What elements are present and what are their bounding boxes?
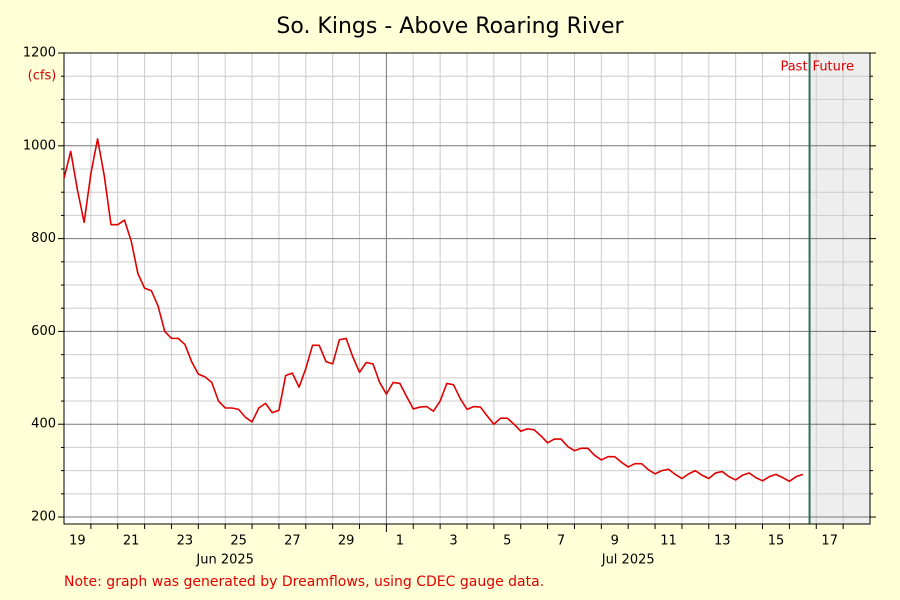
x-tick-label: 27 <box>284 534 301 549</box>
x-tick-label: 25 <box>230 534 247 549</box>
chart-title: So. Kings - Above Roaring River <box>276 14 624 39</box>
month-label: Jun 2025 <box>195 553 254 568</box>
x-tick-label: 7 <box>557 534 565 549</box>
x-tick-label: 3 <box>449 534 457 549</box>
x-tick-label: 15 <box>768 534 785 549</box>
y-axis-label: (cfs) <box>28 69 57 84</box>
note: Note: graph was generated by Dreamflows,… <box>64 574 544 590</box>
annotation-future: Future <box>813 60 854 75</box>
y-tick-label: 1000 <box>23 138 56 153</box>
flow-line <box>63 138 804 483</box>
x-tick-label: 17 <box>821 534 838 549</box>
x-tick-label: 19 <box>69 534 86 549</box>
x-tick-label: 21 <box>123 534 140 549</box>
x-tick-label: 5 <box>503 534 511 549</box>
x-tick-label: 29 <box>338 534 355 549</box>
month-label: Jul 2025 <box>601 553 655 568</box>
x-tick-label: 1 <box>396 534 404 549</box>
annotation-past: Past <box>780 60 807 75</box>
y-tick-label: 200 <box>31 510 56 525</box>
y-tick-label: 1200 <box>23 46 56 61</box>
x-tick-label: 13 <box>714 534 731 549</box>
y-tick-label: 400 <box>31 417 56 432</box>
future-region <box>809 53 870 524</box>
x-tick-label: 9 <box>611 534 619 549</box>
y-tick-label: 600 <box>31 324 56 339</box>
plot-border <box>63 52 871 525</box>
x-tick-label: 23 <box>177 534 194 549</box>
x-tick-label: 11 <box>660 534 677 549</box>
y-tick-label: 800 <box>31 231 56 246</box>
